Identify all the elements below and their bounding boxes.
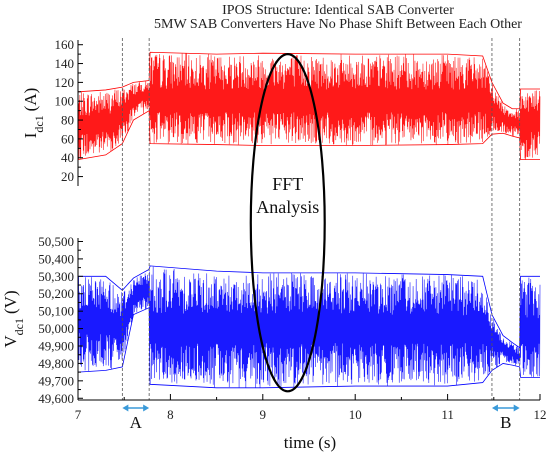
x-tick-label: 9	[260, 407, 267, 422]
marker-arrow-head-left	[122, 404, 129, 412]
current-y-tick-label: 160	[55, 37, 75, 52]
voltage-y-tick-label: 50,200	[38, 286, 74, 301]
voltage-y-tick-label: 49,700	[38, 373, 74, 388]
voltage-y-tick-label: 50,000	[38, 321, 74, 336]
current-y-tick-label: 20	[61, 169, 74, 184]
marker-label: B	[500, 413, 511, 432]
current-panel: 20 40 60 80 100 120 140 160 Idc1 (A)	[21, 37, 541, 186]
marker-label: A	[130, 413, 143, 432]
voltage-y-tick-label: 49,800	[38, 356, 74, 371]
chart-title: IPOS Structure: Identical SAB Converter …	[154, 3, 522, 32]
voltage-y-axis-label: Vdc1 (V)	[1, 290, 26, 347]
x-tick-label: 7	[75, 407, 82, 422]
x-tick-label: 10	[349, 407, 362, 422]
voltage-signal	[77, 265, 541, 389]
x-tick-label: 8	[167, 407, 174, 422]
voltage-envelope-upper	[78, 265, 540, 349]
voltage-y-tick-label: 50,300	[38, 269, 74, 284]
current-y-axis-label: Idc1 (A)	[21, 88, 46, 139]
x-axis: 7 8 9 10 11 12	[75, 394, 547, 422]
marker-arrow-head-right	[143, 404, 150, 412]
fft-annotation-line-2: Analysis	[256, 197, 319, 217]
current-y-tick-label: 100	[55, 94, 75, 109]
voltage-y-ticks: 49,600 49,700 49,800 49,900 50,000 50,100 50,2…	[38, 234, 83, 406]
x-axis-label: time (s)	[284, 433, 336, 452]
current-y-tick-label: 140	[55, 56, 75, 71]
marker-arrow-head-left	[491, 404, 498, 412]
current-y-tick-label: 80	[61, 113, 74, 128]
voltage-y-tick-label: 50,400	[38, 251, 74, 266]
current-ylabel-main: I	[21, 132, 40, 138]
current-y-ticks: 20 40 60 80 100 120 140 160	[55, 37, 83, 184]
voltage-ylabel-main: V	[1, 335, 20, 348]
x-tick-label: 12	[534, 407, 547, 422]
marker-arrow-head-right	[513, 404, 520, 412]
x-tick-label: 11	[441, 407, 454, 422]
current-y-tick-label: 40	[61, 150, 74, 165]
current-ylabel-unit: (A)	[21, 88, 40, 112]
current-y-tick-label: 120	[55, 75, 75, 90]
voltage-ylabel-sub: dc1	[12, 318, 26, 335]
title-line-1: IPOS Structure: Identical SAB Converter	[222, 3, 454, 18]
fft-annotation-line-1: FFT	[272, 174, 303, 194]
voltage-waveform	[77, 266, 541, 388]
transition-marker-lines	[121, 38, 521, 400]
fft-analysis-ellipse	[249, 53, 326, 393]
voltage-envelope-lower	[77, 307, 540, 389]
voltage-y-tick-label: 50,500	[38, 234, 74, 249]
current-envelope-upper	[77, 51, 540, 110]
current-waveform	[77, 53, 541, 160]
voltage-y-tick-label: 50,100	[38, 304, 74, 319]
current-signal	[77, 51, 541, 161]
voltage-ylabel-unit: (V)	[1, 290, 20, 314]
current-y-tick-label: 60	[61, 131, 74, 146]
current-envelope-lower	[77, 109, 540, 161]
voltage-y-tick-label: 49,600	[38, 391, 74, 406]
voltage-y-tick-label: 49,900	[38, 339, 74, 354]
current-ylabel-sub: dc1	[32, 115, 46, 132]
title-line-2: 5MW SAB Converters Have No Phase Shift B…	[154, 17, 522, 32]
voltage-panel: 49,600 49,700 49,800 49,900 50,000 50,100 50,2…	[1, 234, 541, 406]
